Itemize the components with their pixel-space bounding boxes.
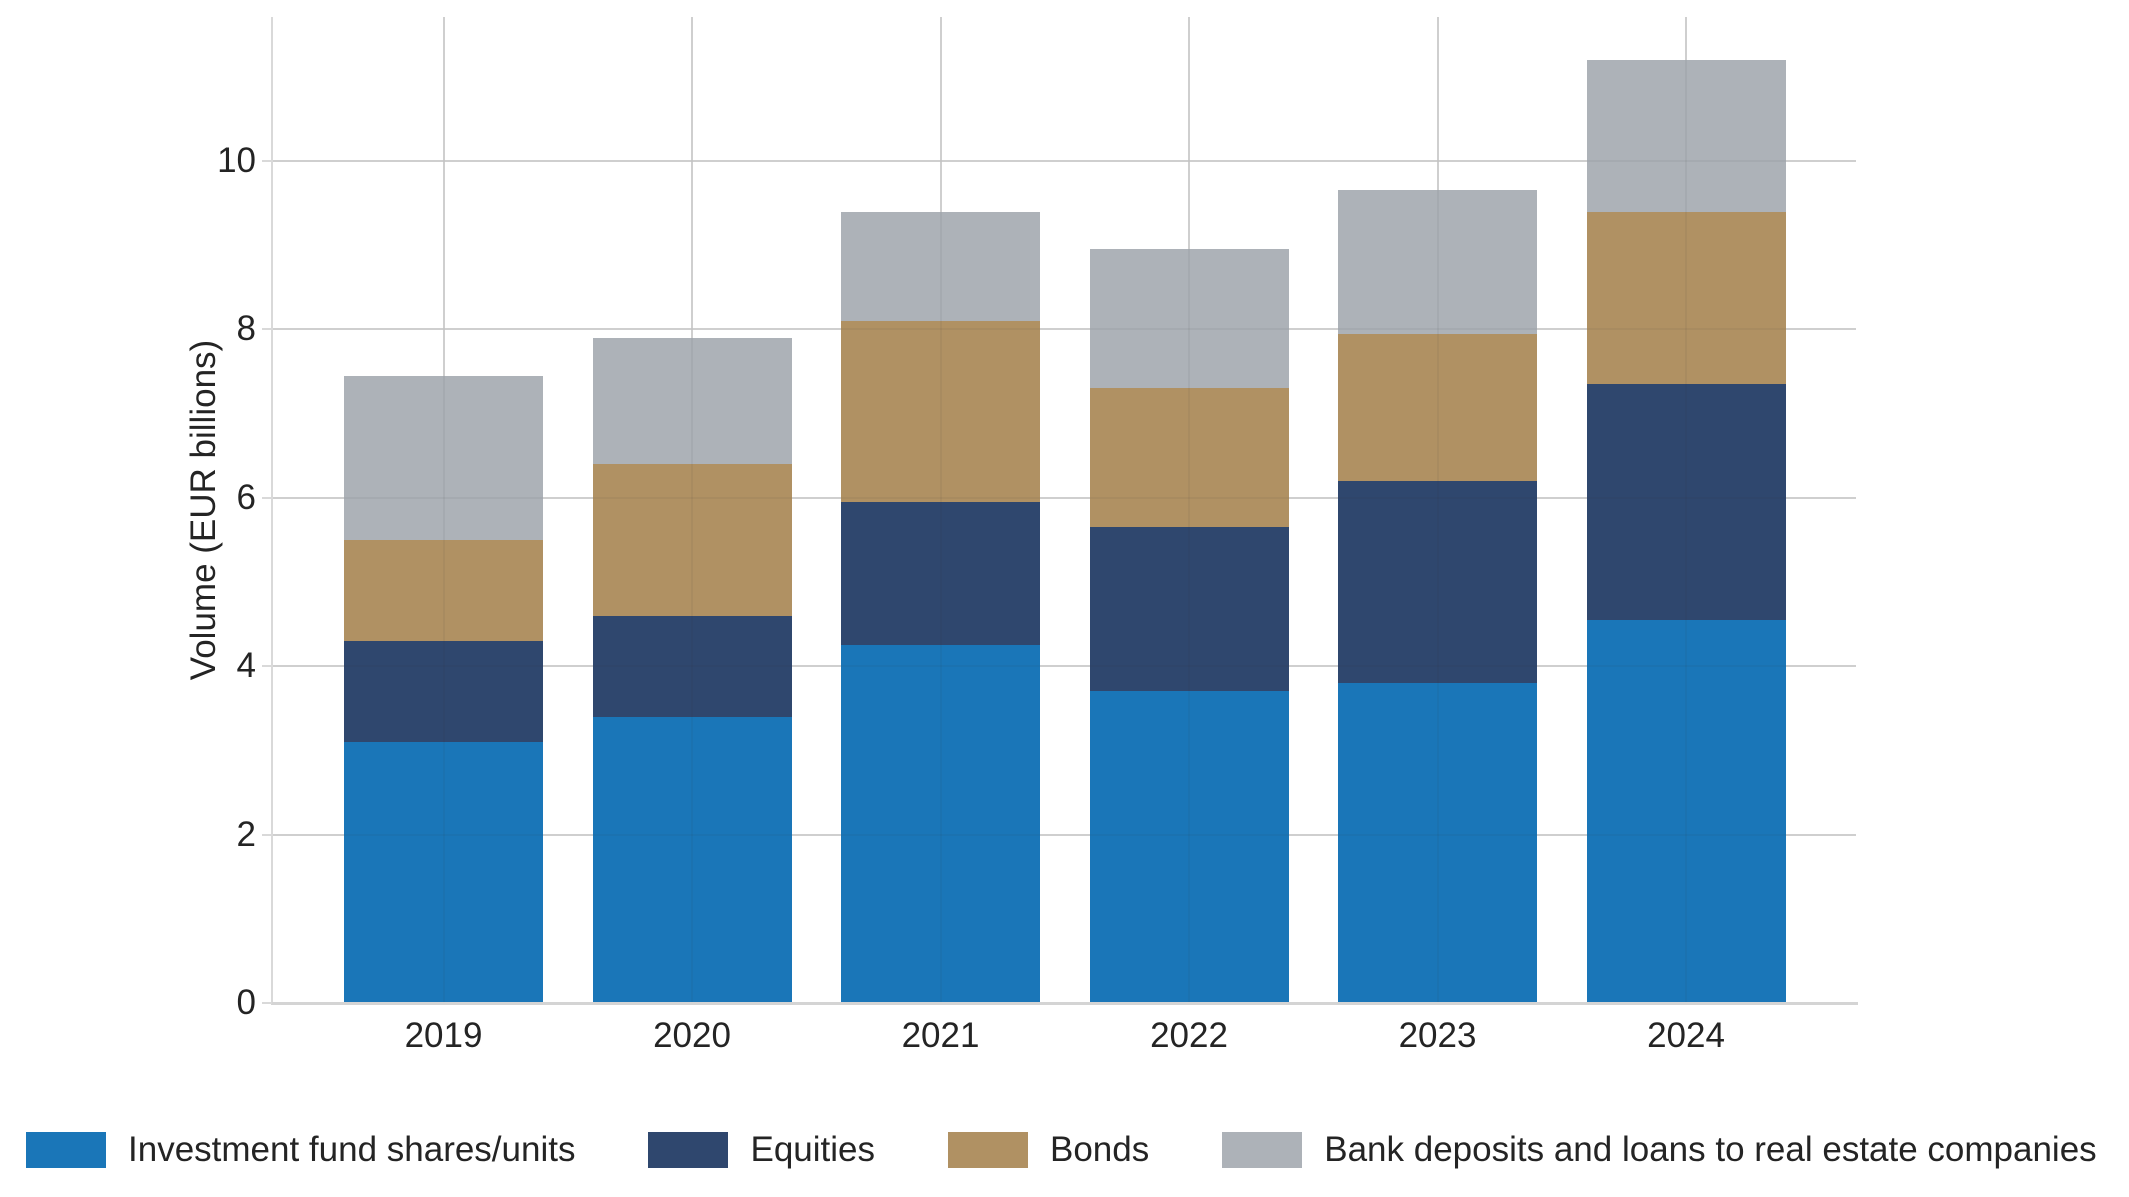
y-tick-mark-0 — [262, 1002, 272, 1004]
bar-2019-segment-bonds — [344, 539, 543, 641]
legend-item-bank-deposits-and-loans-to-real-estate-companies: Bank deposits and loans to real estate c… — [1222, 1130, 2097, 1170]
y-tick-label-10: 10 — [217, 140, 256, 180]
bar-2019-segment-investment-fund-shares-units — [344, 741, 543, 1003]
bar-2021-segment-bank-deposits-and-loans-to-real-estate-companies — [841, 211, 1040, 321]
h-gridline-10 — [273, 159, 1856, 162]
bar-2024-segment-bank-deposits-and-loans-to-real-estate-companies — [1586, 59, 1786, 212]
legend-swatch-icon-equities — [648, 1132, 729, 1168]
legend-swatch-icon-bank-deposits-and-loans-to-real-estate-companies — [1222, 1132, 1303, 1168]
v-gridline-overlay-2022 — [1188, 17, 1190, 1003]
bar-2023-segment-equities — [1338, 480, 1537, 684]
bar-2022-segment-equities — [1089, 527, 1289, 692]
h-gridline-6 — [273, 496, 1856, 499]
x-tick-label-2022: 2022 — [1150, 1016, 1228, 1055]
y-tick-mark-8 — [262, 328, 272, 331]
h-gridline-overlay-10 — [273, 159, 1856, 162]
x-tick-label-2020: 2020 — [653, 1016, 731, 1055]
y-tick-mark-10 — [262, 159, 272, 162]
legend: Investment fund shares/units Equities Bond… — [26, 1116, 2097, 1184]
legend-item-equities: Equities — [648, 1130, 875, 1170]
bar-2021-segment-investment-fund-shares-units — [841, 645, 1040, 1003]
v-gridline-overlay-2021 — [939, 17, 942, 1003]
bar-2020-segment-equities — [592, 615, 792, 717]
legend-item-bonds: Bonds — [948, 1130, 1149, 1170]
y-tick-label-6: 6 — [236, 477, 256, 517]
bar-2020-segment-investment-fund-shares-units — [592, 716, 792, 1003]
v-gridline-overlay-2019 — [442, 17, 445, 1003]
legend-item-investment-fund-shares-units: Investment fund shares/units — [26, 1130, 575, 1170]
bar-2023-segment-bank-deposits-and-loans-to-real-estate-companies — [1338, 190, 1537, 334]
bar-2020-segment-bank-deposits-and-loans-to-real-estate-companies — [592, 337, 792, 465]
legend-label-equities: Equities — [750, 1130, 875, 1169]
y-tick-mark-6 — [262, 496, 272, 499]
legend-label-bank-deposits-and-loans-to-real-estate-companies: Bank deposits and loans to real estate c… — [1324, 1130, 2097, 1169]
legend-label-bonds: Bonds — [1050, 1130, 1150, 1169]
v-gridline-overlay-2023 — [1436, 17, 1439, 1003]
h-gridline-2 — [273, 833, 1856, 836]
v-gridline-overlay-2024 — [1685, 17, 1687, 1003]
x-axis-line — [271, 1002, 1858, 1005]
plot-area — [271, 17, 1858, 1005]
bar-2024-segment-investment-fund-shares-units — [1586, 619, 1786, 1003]
bar-2021-segment-bonds — [841, 320, 1040, 503]
bar-2022-segment-investment-fund-shares-units — [1089, 691, 1289, 1003]
bar-2019-segment-equities — [344, 640, 543, 742]
bar-2022-segment-bank-deposits-and-loans-to-real-estate-companies — [1089, 249, 1289, 389]
v-gridline-overlay-2020 — [691, 17, 693, 1003]
h-gridline-overlay-6 — [273, 496, 1856, 499]
h-gridline-overlay-2 — [273, 833, 1856, 836]
bar-2023-segment-bonds — [1338, 333, 1537, 481]
x-tick-label-2021: 2021 — [901, 1016, 980, 1055]
h-gridline-8 — [273, 328, 1856, 331]
legend-swatch-icon-investment-fund-shares-units — [26, 1132, 106, 1168]
y-tick-label-4: 4 — [236, 646, 256, 686]
bar-2022-segment-bonds — [1089, 388, 1289, 528]
bar-2020-segment-bonds — [592, 464, 792, 616]
bar-2023-segment-investment-fund-shares-units — [1338, 683, 1537, 1003]
h-gridline-overlay-8 — [273, 328, 1856, 331]
y-tick-mark-2 — [262, 833, 272, 836]
bar-2019-segment-bank-deposits-and-loans-to-real-estate-companies — [344, 375, 543, 540]
bar-2024-segment-equities — [1586, 384, 1786, 620]
h-gridline-4 — [273, 665, 1856, 668]
y-tick-label-0: 0 — [236, 983, 256, 1022]
legend-label-investment-fund-shares-units: Investment fund shares/units — [128, 1130, 576, 1169]
y-axis-spine — [271, 17, 273, 1003]
y-tick-label-8: 8 — [236, 309, 256, 349]
x-tick-label-2019: 2019 — [404, 1016, 483, 1055]
bar-2021-segment-equities — [841, 502, 1040, 646]
x-tick-label-2023: 2023 — [1398, 1016, 1477, 1055]
h-gridline-overlay-4 — [273, 665, 1856, 668]
y-tick-label-2: 2 — [236, 814, 256, 854]
bar-2024-segment-bonds — [1586, 211, 1786, 385]
x-tick-label-2024: 2024 — [1647, 1016, 1725, 1055]
y-tick-mark-4 — [262, 665, 272, 668]
legend-swatch-icon-bonds — [948, 1132, 1028, 1168]
